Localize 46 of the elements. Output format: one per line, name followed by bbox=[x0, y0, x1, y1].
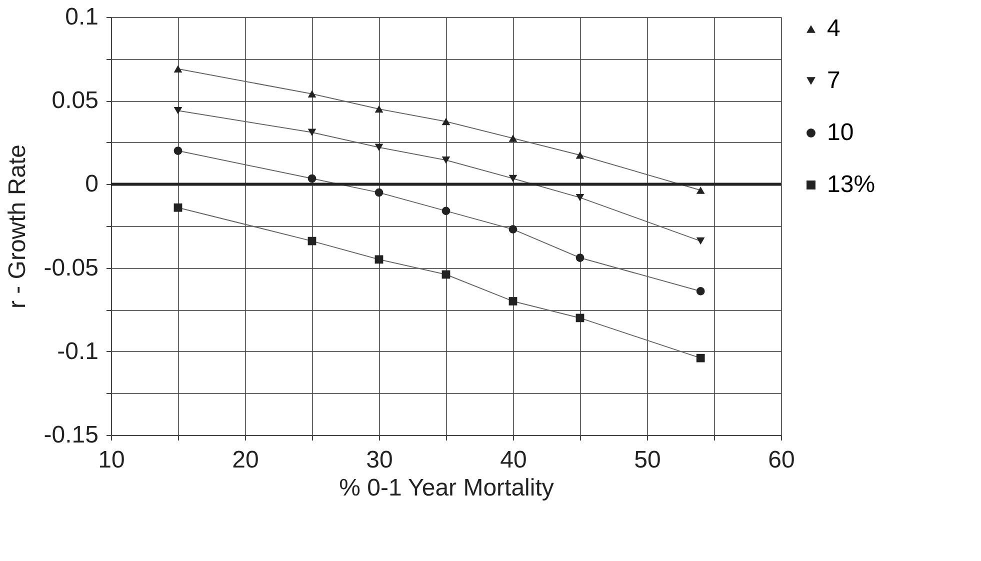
point bbox=[308, 236, 316, 246]
y-tick-label: -0.05 bbox=[44, 254, 98, 282]
point bbox=[174, 65, 182, 72]
legend-label: 10 bbox=[827, 119, 854, 146]
point bbox=[508, 134, 518, 142]
x-tick-label: 50 bbox=[634, 446, 661, 474]
point bbox=[442, 156, 450, 164]
point bbox=[374, 144, 384, 152]
y-tick-label: 0 bbox=[85, 170, 98, 198]
point bbox=[696, 287, 705, 296]
point bbox=[576, 194, 584, 202]
point bbox=[308, 128, 316, 136]
point bbox=[442, 118, 450, 126]
point bbox=[308, 90, 316, 98]
point bbox=[696, 354, 705, 362]
legend-label: 4 bbox=[827, 15, 840, 42]
point bbox=[508, 225, 518, 234]
point bbox=[508, 297, 518, 306]
point bbox=[174, 107, 182, 114]
x-tick-label: 20 bbox=[232, 446, 259, 474]
x-tick-label: 30 bbox=[366, 446, 393, 474]
point bbox=[576, 151, 584, 159]
point bbox=[576, 314, 584, 322]
x-tick-label: 60 bbox=[768, 446, 795, 474]
point bbox=[374, 255, 384, 264]
y-tick-label: -0.15 bbox=[44, 422, 98, 448]
legend-label: 7 bbox=[827, 67, 840, 94]
point bbox=[308, 174, 316, 183]
point bbox=[174, 203, 182, 212]
point bbox=[374, 105, 384, 113]
y-tick-label: 0.05 bbox=[52, 87, 98, 114]
x-tick-label: 10 bbox=[98, 446, 125, 474]
x-axis-title: % 0-1 Year Mortality bbox=[339, 474, 554, 502]
point bbox=[374, 188, 384, 197]
point bbox=[696, 237, 705, 245]
y-tick-label: -0.1 bbox=[57, 338, 98, 365]
y-axis-title: r - Growth Rate bbox=[4, 144, 31, 309]
x-tick-label: 40 bbox=[500, 446, 527, 474]
point bbox=[696, 186, 705, 194]
point bbox=[576, 254, 584, 262]
point bbox=[174, 146, 182, 155]
point bbox=[442, 270, 450, 279]
legend-label: 13% bbox=[827, 171, 876, 198]
point bbox=[442, 206, 450, 216]
y-tick-label: 0.1 bbox=[65, 4, 98, 30]
point bbox=[508, 174, 518, 182]
